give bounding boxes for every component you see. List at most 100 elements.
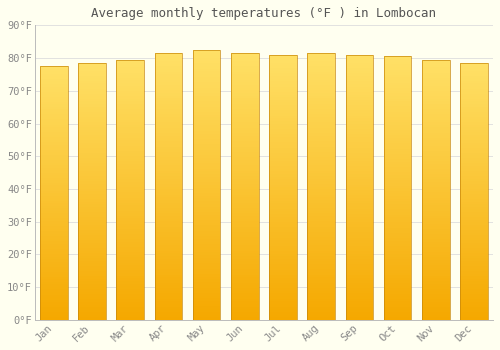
Title: Average monthly temperatures (°F ) in Lombocan: Average monthly temperatures (°F ) in Lo… [92,7,436,20]
Bar [422,309,450,312]
Bar [40,267,68,269]
Bar [40,274,68,277]
Bar [346,275,373,278]
Bar [154,149,182,152]
Bar [346,203,373,206]
Bar [269,140,296,142]
Bar [308,277,335,280]
Bar [78,73,106,76]
Bar [78,178,106,181]
Bar [231,315,258,317]
Bar [269,172,296,174]
Bar [269,166,296,169]
Bar [40,155,68,158]
Bar [154,173,182,176]
Bar [116,78,144,80]
Bar [231,96,258,98]
Bar [116,242,144,244]
Bar [346,206,373,209]
Bar [384,196,411,199]
Bar [154,282,182,285]
Bar [308,131,335,133]
Bar [193,166,220,169]
Bar [346,296,373,299]
Bar [116,151,144,153]
Bar [346,272,373,275]
Bar [422,286,450,289]
Bar [308,90,335,93]
Bar [231,168,258,170]
Bar [384,117,411,120]
Bar [269,84,296,86]
Bar [422,130,450,133]
Bar [384,312,411,315]
Bar [78,253,106,256]
Bar [269,145,296,148]
Bar [40,317,68,320]
Bar [269,81,296,84]
Bar [154,139,182,141]
Bar [40,277,68,279]
Bar [308,293,335,296]
Bar [193,61,220,63]
Bar [346,286,373,288]
Bar [422,86,450,88]
Bar [384,154,411,156]
Bar [422,284,450,286]
Bar [116,138,144,140]
Bar [40,82,68,84]
Bar [460,310,487,312]
Bar [231,245,258,248]
Bar [308,307,335,309]
Bar [308,178,335,181]
Bar [40,140,68,142]
Bar [231,128,258,131]
Bar [422,289,450,291]
Bar [78,245,106,248]
Bar [269,89,296,92]
Bar [346,148,373,150]
Bar [346,140,373,142]
Bar [346,60,373,63]
Bar [346,118,373,121]
Bar [422,242,450,244]
Bar [460,168,487,171]
Bar [422,117,450,119]
Bar [40,84,68,86]
Bar [384,206,411,209]
Bar [460,220,487,222]
Bar [193,177,220,180]
Bar [40,208,68,211]
Bar [78,81,106,84]
Bar [460,81,487,84]
Bar [154,104,182,106]
Bar [116,88,144,91]
Bar [78,94,106,96]
Bar [193,188,220,190]
Bar [346,214,373,217]
Bar [40,295,68,297]
Bar [116,299,144,302]
Bar [346,254,373,256]
Bar [346,169,373,172]
Bar [193,296,220,298]
Bar [78,63,106,320]
Bar [78,204,106,207]
Bar [384,149,411,151]
Bar [384,265,411,267]
Bar [308,109,335,112]
Bar [269,179,296,182]
Bar [78,71,106,73]
Bar [346,63,373,65]
Bar [422,312,450,315]
Bar [231,274,258,277]
Bar [154,304,182,307]
Bar [40,261,68,264]
Bar [40,137,68,140]
Bar [346,251,373,254]
Bar [116,302,144,304]
Bar [269,267,296,270]
Bar [269,248,296,251]
Bar [78,166,106,168]
Bar [231,160,258,162]
